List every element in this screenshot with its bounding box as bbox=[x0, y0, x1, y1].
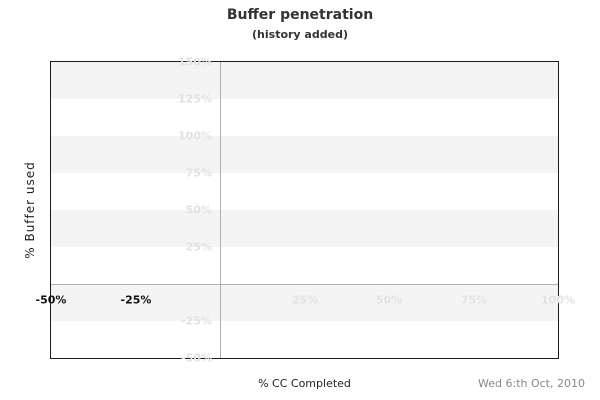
y-tick-label: 50% bbox=[185, 203, 212, 217]
y-tick-label: 125% bbox=[178, 92, 212, 106]
x-tick-label: 75% bbox=[460, 293, 488, 307]
x-tick-label: -50% bbox=[35, 293, 67, 307]
x-zero-gridline bbox=[220, 62, 221, 358]
y-zero-gridline bbox=[51, 284, 558, 285]
plot-area: 150% 125% 100% 75% 50% 25% -25% -50% -50… bbox=[36, 56, 575, 365]
grid-band bbox=[51, 210, 558, 247]
grid-band bbox=[51, 284, 558, 321]
grid-band bbox=[51, 136, 558, 173]
y-tick-label: 100% bbox=[178, 129, 212, 143]
y-tick-label: 150% bbox=[178, 55, 212, 69]
grid-band bbox=[51, 62, 558, 99]
x-tick-label: 100% bbox=[541, 293, 575, 307]
chart-title: Buffer penetration bbox=[226, 7, 374, 23]
y-tick-label: 75% bbox=[185, 166, 212, 180]
x-tick-label: -25% bbox=[120, 293, 152, 307]
x-tick-label: 25% bbox=[291, 293, 319, 307]
x-axis-title: % CC Completed bbox=[258, 377, 351, 390]
y-tick-label: -25% bbox=[181, 314, 212, 328]
date-label: Wed 6:th Oct, 2010 bbox=[478, 377, 585, 390]
y-tick-label: 25% bbox=[185, 240, 212, 254]
x-tick-label: 50% bbox=[375, 293, 403, 307]
y-tick-label: -50% bbox=[181, 351, 212, 365]
chart-subtitle: (history added) bbox=[252, 28, 348, 41]
y-axis-title: % Buffer used bbox=[23, 161, 37, 259]
